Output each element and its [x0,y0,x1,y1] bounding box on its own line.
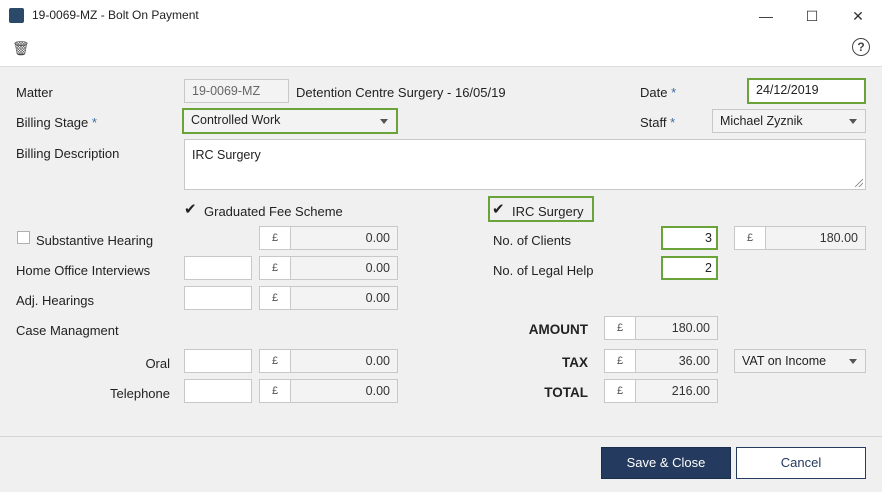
billing-stage-label: Billing Stage * [16,115,97,130]
trash-icon[interactable]: 🗑 [12,40,30,56]
close-button[interactable]: ✕ [852,8,864,24]
graduated-fee-checkbox[interactable]: ✔ [184,201,197,218]
home-office-label: Home Office Interviews [16,263,151,278]
save-close-button[interactable]: Save & Close [601,447,731,479]
billing-description-textarea[interactable]: IRC Surgery [184,139,866,190]
no-legal-help-field[interactable]: 2 [661,256,718,280]
oral-label: Oral [145,356,170,371]
billing-stage-select[interactable]: Controlled Work [182,108,398,134]
oral-count-field[interactable] [184,349,252,373]
currency-symbol: £ [605,380,636,402]
currency-symbol: £ [260,380,291,402]
graduated-fee-label: Graduated Fee Scheme [204,204,343,219]
no-clients-amount: £ 180.00 [734,226,866,250]
maximize-button[interactable]: ☐ [805,8,819,24]
chevron-down-icon [380,119,388,124]
currency-symbol: £ [260,287,291,309]
amount-value: £ 180.00 [604,316,718,340]
adj-hearings-count-field[interactable] [184,286,252,310]
vat-select[interactable]: VAT on Income [734,349,866,373]
currency-symbol: £ [260,350,291,372]
window-title: 19-0069-MZ - Bolt On Payment [32,8,199,22]
no-clients-field[interactable]: 3 [661,226,718,250]
matter-description: Detention Centre Surgery - 16/05/19 [296,85,506,100]
title-bar: 19-0069-MZ - Bolt On Payment — ☐ ✕ [0,0,882,31]
chevron-down-icon [849,119,857,124]
total-value: £ 216.00 [604,379,718,403]
tax-label: TAX [562,355,588,370]
telephone-count-field[interactable] [184,379,252,403]
matter-code-field: 19-0069-MZ [184,79,289,103]
date-label: Date * [640,85,677,100]
total-label: TOTAL [544,385,588,400]
currency-symbol: £ [260,227,291,249]
no-clients-label: No. of Clients [493,233,572,248]
substantive-hearing-amount: £ 0.00 [259,226,398,250]
oral-amount: £ 0.00 [259,349,398,373]
chevron-down-icon [849,359,857,364]
adj-hearings-label: Adj. Hearings [16,293,95,308]
staff-value: Michael Zyznik [720,114,803,128]
billing-description-label: Billing Description [16,146,120,161]
case-management-label: Case Managment [16,323,119,338]
cancel-button[interactable]: Cancel [736,447,866,479]
billing-stage-value: Controlled Work [191,113,281,127]
substantive-hearing-checkbox[interactable] [17,231,30,244]
substantive-hearing-label: Substantive Hearing [36,233,154,248]
currency-symbol: £ [605,350,636,372]
minimize-button[interactable]: — [759,8,773,24]
irc-surgery-checkbox[interactable]: ✔ [492,201,505,218]
currency-symbol: £ [260,257,291,279]
adj-hearings-amount: £ 0.00 [259,286,398,310]
help-icon[interactable]: ? [852,38,870,56]
irc-surgery-label: IRC Surgery [512,204,584,219]
telephone-amount: £ 0.00 [259,379,398,403]
home-office-count-field[interactable] [184,256,252,280]
staff-label: Staff * [640,115,676,130]
app-logo-icon [9,8,24,23]
currency-symbol: £ [605,317,636,339]
tax-value: £ 36.00 [604,349,718,373]
irc-surgery-checkbox-group[interactable]: ✔ IRC Surgery [488,196,594,222]
billing-description-value: IRC Surgery [192,148,261,162]
no-legal-help-label: No. of Legal Help [493,263,594,278]
dialog-footer: Save & Close Cancel [0,436,882,492]
telephone-label: Telephone [110,386,170,401]
staff-select[interactable]: Michael Zyznik [712,109,866,133]
toolbar: 🗑 ? [0,31,882,67]
vat-select-value: VAT on Income [742,354,827,368]
home-office-amount: £ 0.00 [259,256,398,280]
date-field[interactable]: 24/12/2019 [747,78,866,104]
amount-label: AMOUNT [528,322,588,337]
currency-symbol: £ [735,227,766,249]
resize-handle-icon[interactable] [855,179,863,187]
matter-label: Matter [16,85,53,100]
